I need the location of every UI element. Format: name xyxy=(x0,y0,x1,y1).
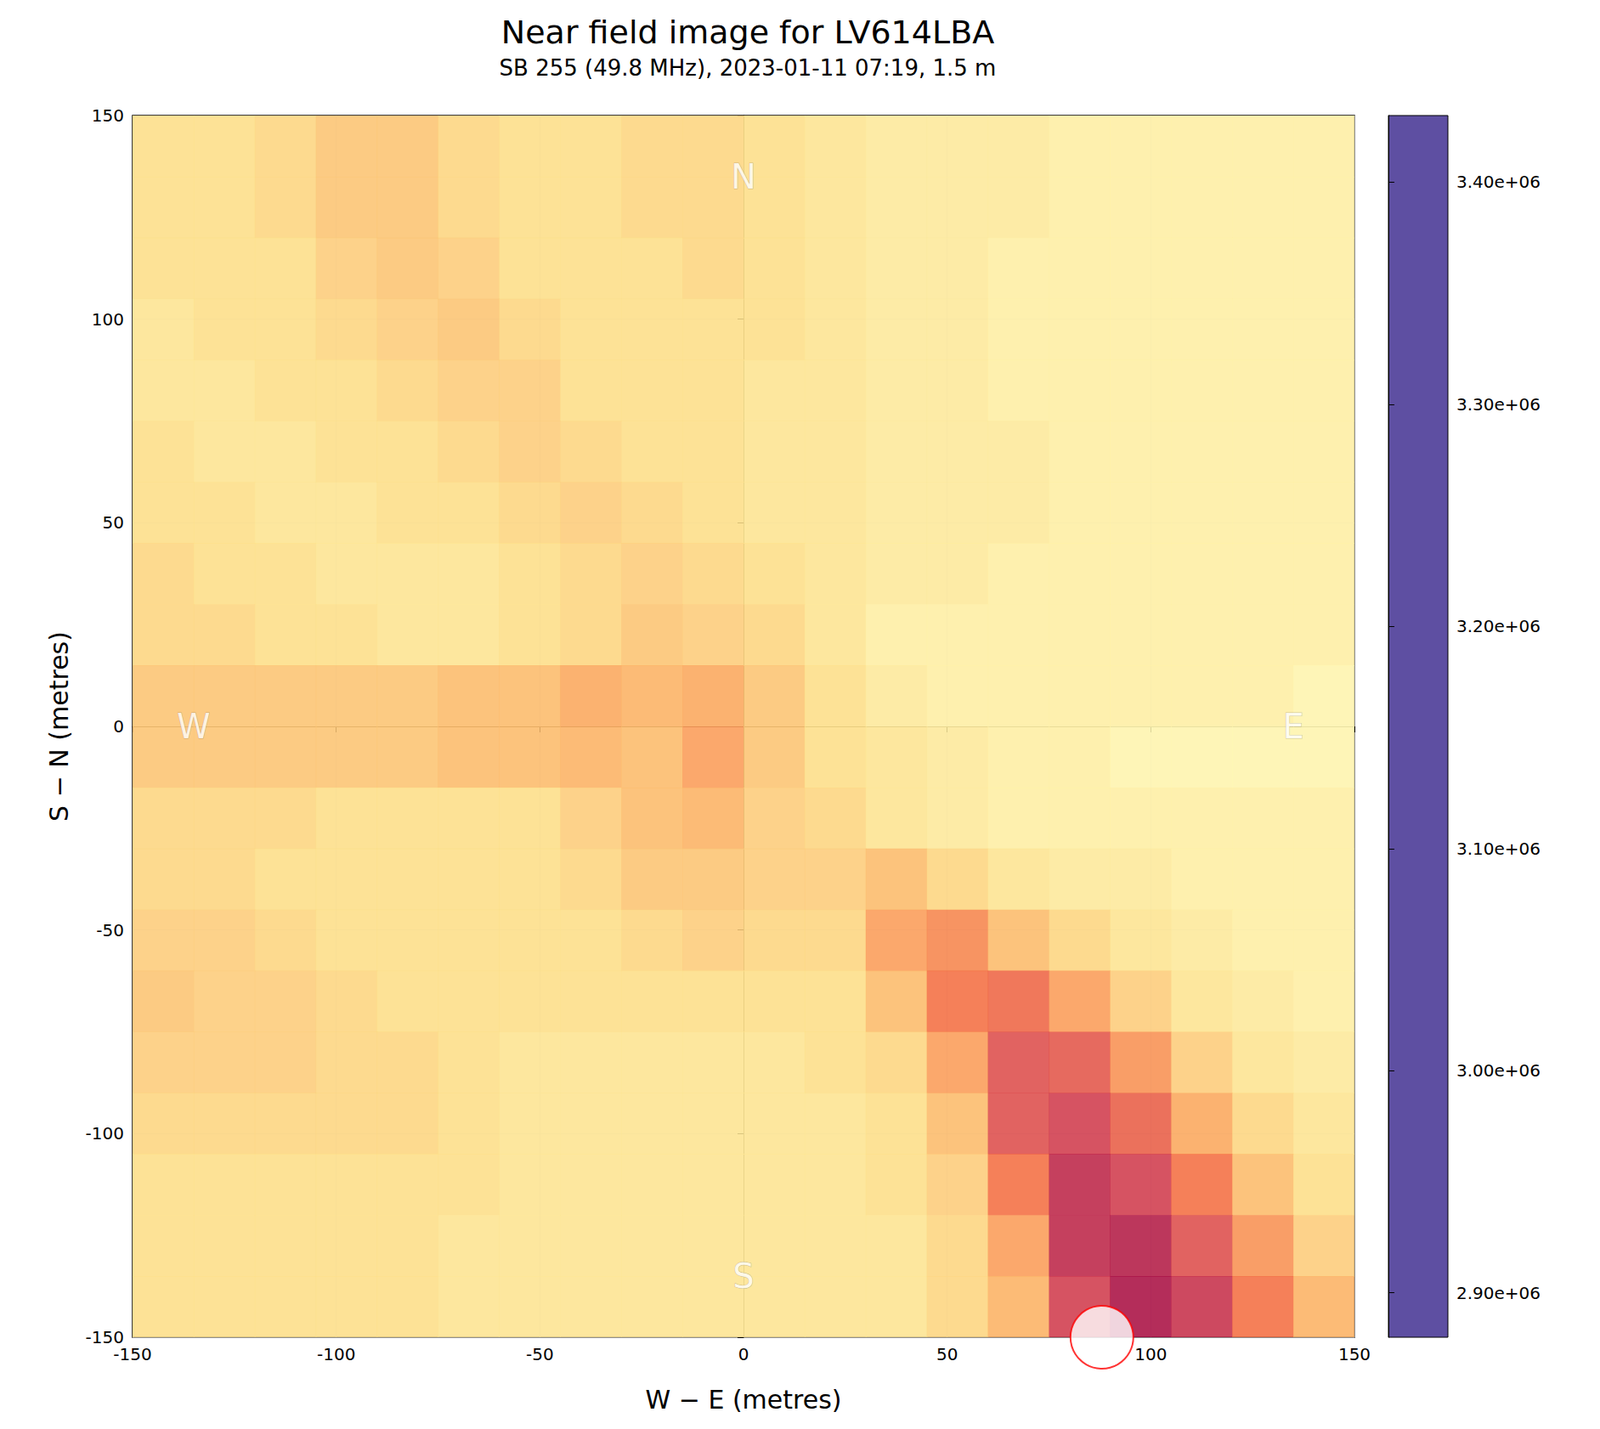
svg-text:3.20e+06: 3.20e+06 xyxy=(1456,616,1541,637)
svg-text:0: 0 xyxy=(738,1344,750,1365)
svg-text:-100: -100 xyxy=(316,1344,356,1365)
svg-text:50: 50 xyxy=(936,1344,958,1365)
svg-text:-150: -150 xyxy=(113,1344,152,1365)
svg-text:3.40e+06: 3.40e+06 xyxy=(1456,171,1541,193)
svg-text:Near field image for LV614LBA: Near field image for LV614LBA xyxy=(501,13,995,51)
svg-text:100: 100 xyxy=(91,309,125,330)
svg-text:N: N xyxy=(730,157,757,197)
svg-text:150: 150 xyxy=(91,105,125,126)
svg-text:0: 0 xyxy=(113,716,125,737)
svg-text:3.00e+06: 3.00e+06 xyxy=(1456,1060,1541,1081)
svg-text:S: S xyxy=(732,1256,754,1296)
svg-text:-150: -150 xyxy=(85,1327,125,1348)
svg-text:3.30e+06: 3.30e+06 xyxy=(1456,394,1541,415)
svg-text:E: E xyxy=(1282,706,1304,747)
svg-text:2.90e+06: 2.90e+06 xyxy=(1456,1283,1541,1304)
svg-text:150: 150 xyxy=(1338,1344,1371,1365)
svg-text:-50: -50 xyxy=(96,920,125,941)
svg-text:3.10e+06: 3.10e+06 xyxy=(1456,838,1541,860)
svg-text:-50: -50 xyxy=(525,1344,555,1365)
svg-text:-100: -100 xyxy=(85,1123,125,1144)
svg-text:W − E (metres): W − E (metres) xyxy=(645,1385,843,1415)
svg-text:SB 255 (49.8 MHz), 2023-01-11: SB 255 (49.8 MHz), 2023-01-11 07:19, 1.5… xyxy=(499,55,997,81)
svg-text:50: 50 xyxy=(102,512,125,533)
svg-text:100: 100 xyxy=(1134,1344,1167,1365)
svg-text:W: W xyxy=(176,706,211,747)
svg-text:S − N (metres): S − N (metres) xyxy=(44,631,74,822)
